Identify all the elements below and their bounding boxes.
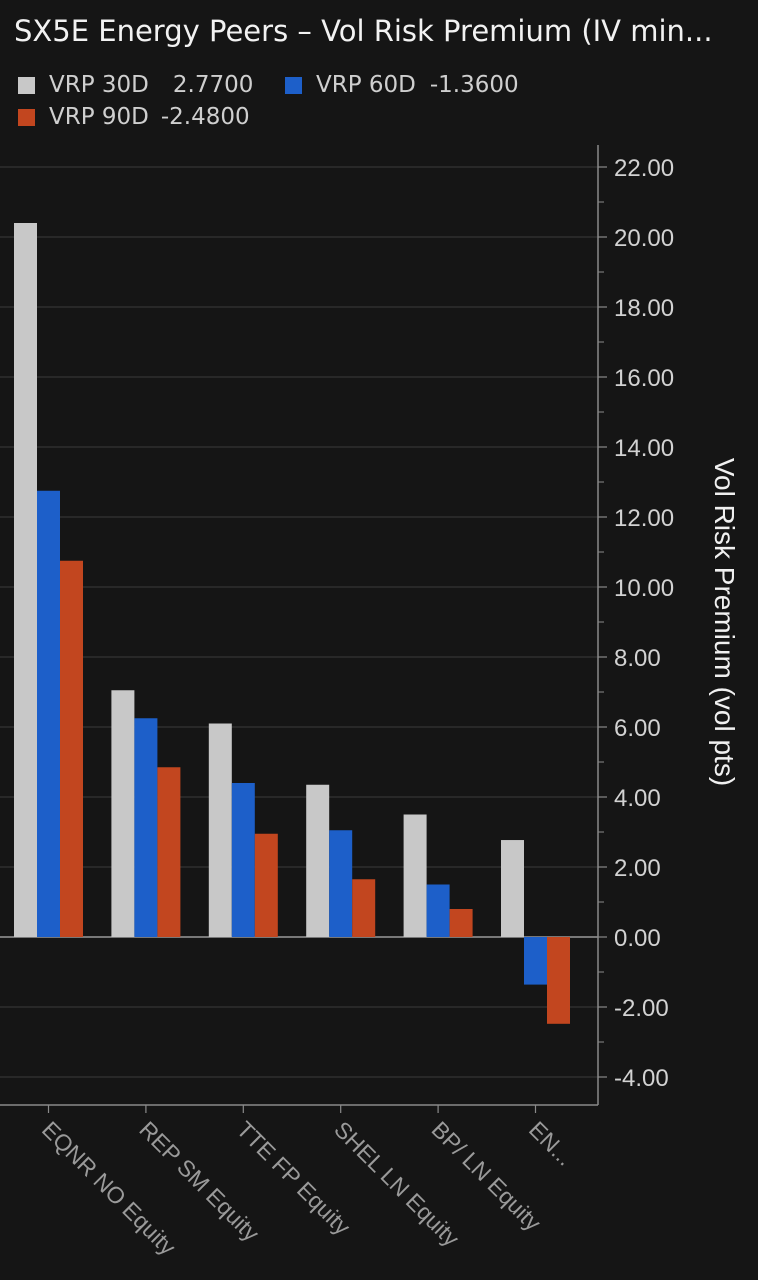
y-tick-label: 16.00	[614, 365, 674, 392]
legend-label-vrp-60d: VRP 60D	[316, 72, 416, 98]
y-tick-label: 4.00	[614, 785, 661, 812]
bar-vrp-90d[interactable]	[352, 879, 376, 937]
bar-vrp-60d[interactable]	[134, 718, 158, 937]
bar-vrp-60d[interactable]	[524, 937, 547, 985]
x-tick-label: EN...	[524, 1116, 579, 1171]
y-tick-label: 22.00	[614, 155, 674, 182]
bar-vrp-30d[interactable]	[111, 690, 135, 937]
bar-vrp-30d[interactable]	[501, 840, 524, 937]
legend-item-vrp-60d[interactable]: VRP 60D -1.3600	[285, 72, 519, 98]
bar-vrp-30d[interactable]	[403, 814, 427, 938]
y-tick-label: 20.00	[614, 225, 674, 252]
bar-vrp-60d[interactable]	[231, 783, 255, 937]
bar-vrp-30d[interactable]	[208, 723, 232, 938]
y-axis-label: Vol Risk Premium (vol pts)	[709, 458, 740, 786]
bars	[14, 223, 570, 1024]
legend-value-vrp-90d: -2.4800	[160, 104, 250, 130]
y-tick-label: 8.00	[614, 645, 661, 672]
y-tick-label: 12.00	[614, 505, 674, 532]
axes: 22.00 20.00 18.00 16.00 14.00 12.00 10.00 8.00 6…	[0, 145, 674, 1261]
legend-swatch-vrp-90d	[18, 108, 35, 126]
bar-vrp-90d[interactable]	[157, 767, 181, 937]
bar-vrp-30d[interactable]	[306, 784, 330, 937]
bar-vrp-90d[interactable]	[547, 937, 570, 1024]
legend-value-vrp-60d: -1.3600	[429, 72, 519, 98]
bar-vrp-90d[interactable]	[449, 909, 473, 937]
chart-title: SX5E Energy Peers – Vol Risk Premium (IV…	[14, 14, 713, 48]
bar-vrp-30d[interactable]	[14, 223, 37, 937]
legend-item-vrp-90d[interactable]: VRP 90D -2.4800	[18, 104, 250, 130]
legend-value-vrp-30d: 2.7700	[172, 72, 254, 98]
y-tick-label: 14.00	[614, 435, 674, 462]
bar-vrp-60d[interactable]	[329, 830, 353, 937]
legend-label-vrp-90d: VRP 90D	[49, 104, 149, 130]
y-tick-label: 0.00	[614, 925, 661, 952]
y-tick-label: 10.00	[614, 575, 674, 602]
gridlines	[0, 166, 598, 1078]
legend-item-vrp-30d[interactable]: VRP 30D 2.7700	[18, 72, 253, 98]
y-tick-label: 6.00	[614, 715, 661, 742]
legend-label-vrp-30d: VRP 30D	[49, 72, 149, 98]
legend-swatch-vrp-30d	[18, 76, 35, 94]
y-tick-label: -4.00	[614, 1065, 669, 1092]
bar-vrp-90d[interactable]	[254, 833, 278, 937]
bar-vrp-60d[interactable]	[37, 490, 60, 937]
y-tick-label: 18.00	[614, 295, 674, 322]
y-tick-label: -2.00	[614, 995, 669, 1022]
bar-vrp-90d[interactable]	[60, 560, 83, 937]
bar-vrp-60d[interactable]	[426, 884, 450, 938]
y-tick-label: 2.00	[614, 855, 661, 882]
legend-swatch-vrp-60d	[285, 76, 302, 94]
